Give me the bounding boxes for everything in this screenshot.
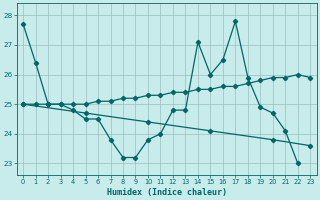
X-axis label: Humidex (Indice chaleur): Humidex (Indice chaleur)	[107, 188, 227, 197]
